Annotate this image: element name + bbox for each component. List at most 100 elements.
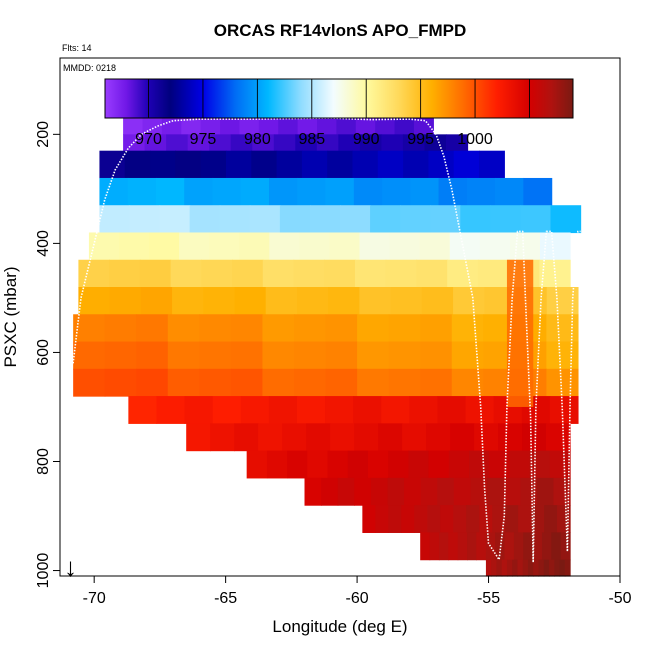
heatmap-cell xyxy=(357,314,390,343)
heatmap-cell xyxy=(401,505,415,533)
heatmap-cell xyxy=(453,477,472,506)
heatmap-cell xyxy=(109,287,142,315)
heatmap-cell xyxy=(296,287,329,315)
heatmap-cell xyxy=(139,259,172,288)
heatmap-cell xyxy=(420,368,453,397)
heatmap-cell xyxy=(166,134,189,152)
heatmap-cell xyxy=(330,423,355,452)
heatmap-cell xyxy=(538,559,545,577)
heatmap-cell xyxy=(149,232,180,261)
colorbar-divisions xyxy=(148,79,530,118)
heatmap-cell xyxy=(124,150,151,179)
heatmap-cell xyxy=(155,177,185,206)
colorbar-tick-label: 990 xyxy=(353,131,380,148)
heatmap-cell xyxy=(437,396,467,424)
heatmap-cell xyxy=(370,477,389,506)
heatmap-cell xyxy=(295,134,318,152)
x-axis-label: Longitude (deg E) xyxy=(272,617,407,636)
heatmap-cell xyxy=(219,205,251,234)
heatmap-cell xyxy=(451,314,484,343)
heatmap-cell xyxy=(167,314,200,343)
heatmap-cell xyxy=(445,134,469,152)
flight-track-line xyxy=(72,117,581,564)
heatmap-cell xyxy=(240,396,270,424)
colorbar: 970 975 980 985 990 995 1000 xyxy=(104,78,574,148)
heatmap-cell xyxy=(167,341,200,370)
heatmap-cell xyxy=(104,368,137,397)
heatmap-cell xyxy=(495,177,524,206)
heatmap-cell xyxy=(402,134,426,152)
heatmap-cell xyxy=(543,559,550,577)
heatmap-cell xyxy=(234,287,267,315)
x-tick-label: -60 xyxy=(346,590,369,607)
heatmap-cell xyxy=(212,177,242,206)
north-arrow: ↓ xyxy=(64,552,77,582)
heatmap-cell xyxy=(550,205,582,234)
heatmap-cell xyxy=(282,423,307,452)
heatmap-cell xyxy=(353,396,382,424)
heatmap-cell xyxy=(136,368,169,397)
heatmap-cell xyxy=(225,150,252,179)
heatmap-cell xyxy=(541,532,552,561)
heatmap-cell xyxy=(544,505,558,533)
heatmap-warm-intrusion xyxy=(506,259,534,407)
heatmap-cell xyxy=(440,505,454,533)
heatmap-cell xyxy=(104,341,137,370)
heatmap-cell xyxy=(354,259,387,288)
heatmap-cell xyxy=(554,559,561,577)
flight-track xyxy=(72,117,581,564)
heatmap-cell xyxy=(520,477,538,506)
heatmap-cell xyxy=(167,368,200,397)
heatmap-cell xyxy=(428,450,450,479)
heatmap-cell xyxy=(448,450,470,479)
heatmap-cell xyxy=(549,450,571,479)
heatmap-cell xyxy=(382,177,411,206)
heatmap-cell xyxy=(179,232,210,261)
heatmap-cell xyxy=(388,450,409,479)
heatmap-cell xyxy=(296,396,326,424)
heatmap-cell xyxy=(485,532,496,561)
heatmap-cell xyxy=(321,477,339,506)
heatmap-cell xyxy=(388,368,421,397)
heatmap-cell xyxy=(357,368,390,397)
heatmap-cell xyxy=(403,150,430,179)
heatmap-cell xyxy=(426,423,451,452)
plot-frame xyxy=(59,57,621,577)
heatmap-cell xyxy=(140,287,173,315)
heatmap-cell xyxy=(470,477,488,506)
heatmap-cell xyxy=(354,423,379,452)
heatmap-cell xyxy=(187,134,210,152)
heatmap-cell xyxy=(232,259,264,288)
heatmap-cell xyxy=(451,368,484,397)
heatmap-cell xyxy=(479,232,511,261)
heatmap-cell xyxy=(327,450,349,479)
heatmap-cell xyxy=(269,177,298,206)
heatmap-cell xyxy=(420,477,438,506)
heatmap-cell xyxy=(273,134,296,152)
heatmap-cell xyxy=(199,314,232,343)
heatmap-cell xyxy=(359,134,383,152)
y-tick-label: 800 xyxy=(35,448,52,475)
heatmap-cell xyxy=(496,559,503,577)
heatmap-cell xyxy=(546,368,579,397)
heatmap-cell xyxy=(512,559,519,577)
heatmap-cell xyxy=(381,396,410,424)
heatmap-cell xyxy=(159,205,191,234)
y-tick-label: 400 xyxy=(35,230,52,257)
heatmap-cell xyxy=(240,177,270,206)
heatmap-cell xyxy=(239,232,270,261)
heatmap-cell xyxy=(78,287,111,315)
colorbar-tick-label: 970 xyxy=(135,131,162,148)
heatmap-cell xyxy=(325,396,354,424)
heatmap-cell xyxy=(420,341,453,370)
heatmap-cell xyxy=(175,150,202,179)
heatmap-cell xyxy=(129,205,161,234)
heatmap-cell xyxy=(246,450,268,479)
heatmap-cell xyxy=(266,450,288,479)
heatmap-cell xyxy=(297,117,318,135)
heatmap-cell xyxy=(520,205,552,234)
heatmap-cell xyxy=(325,368,358,397)
heatmap-cell xyxy=(327,150,354,179)
heatmap-cell xyxy=(402,423,427,452)
heatmap-cell xyxy=(504,532,515,561)
